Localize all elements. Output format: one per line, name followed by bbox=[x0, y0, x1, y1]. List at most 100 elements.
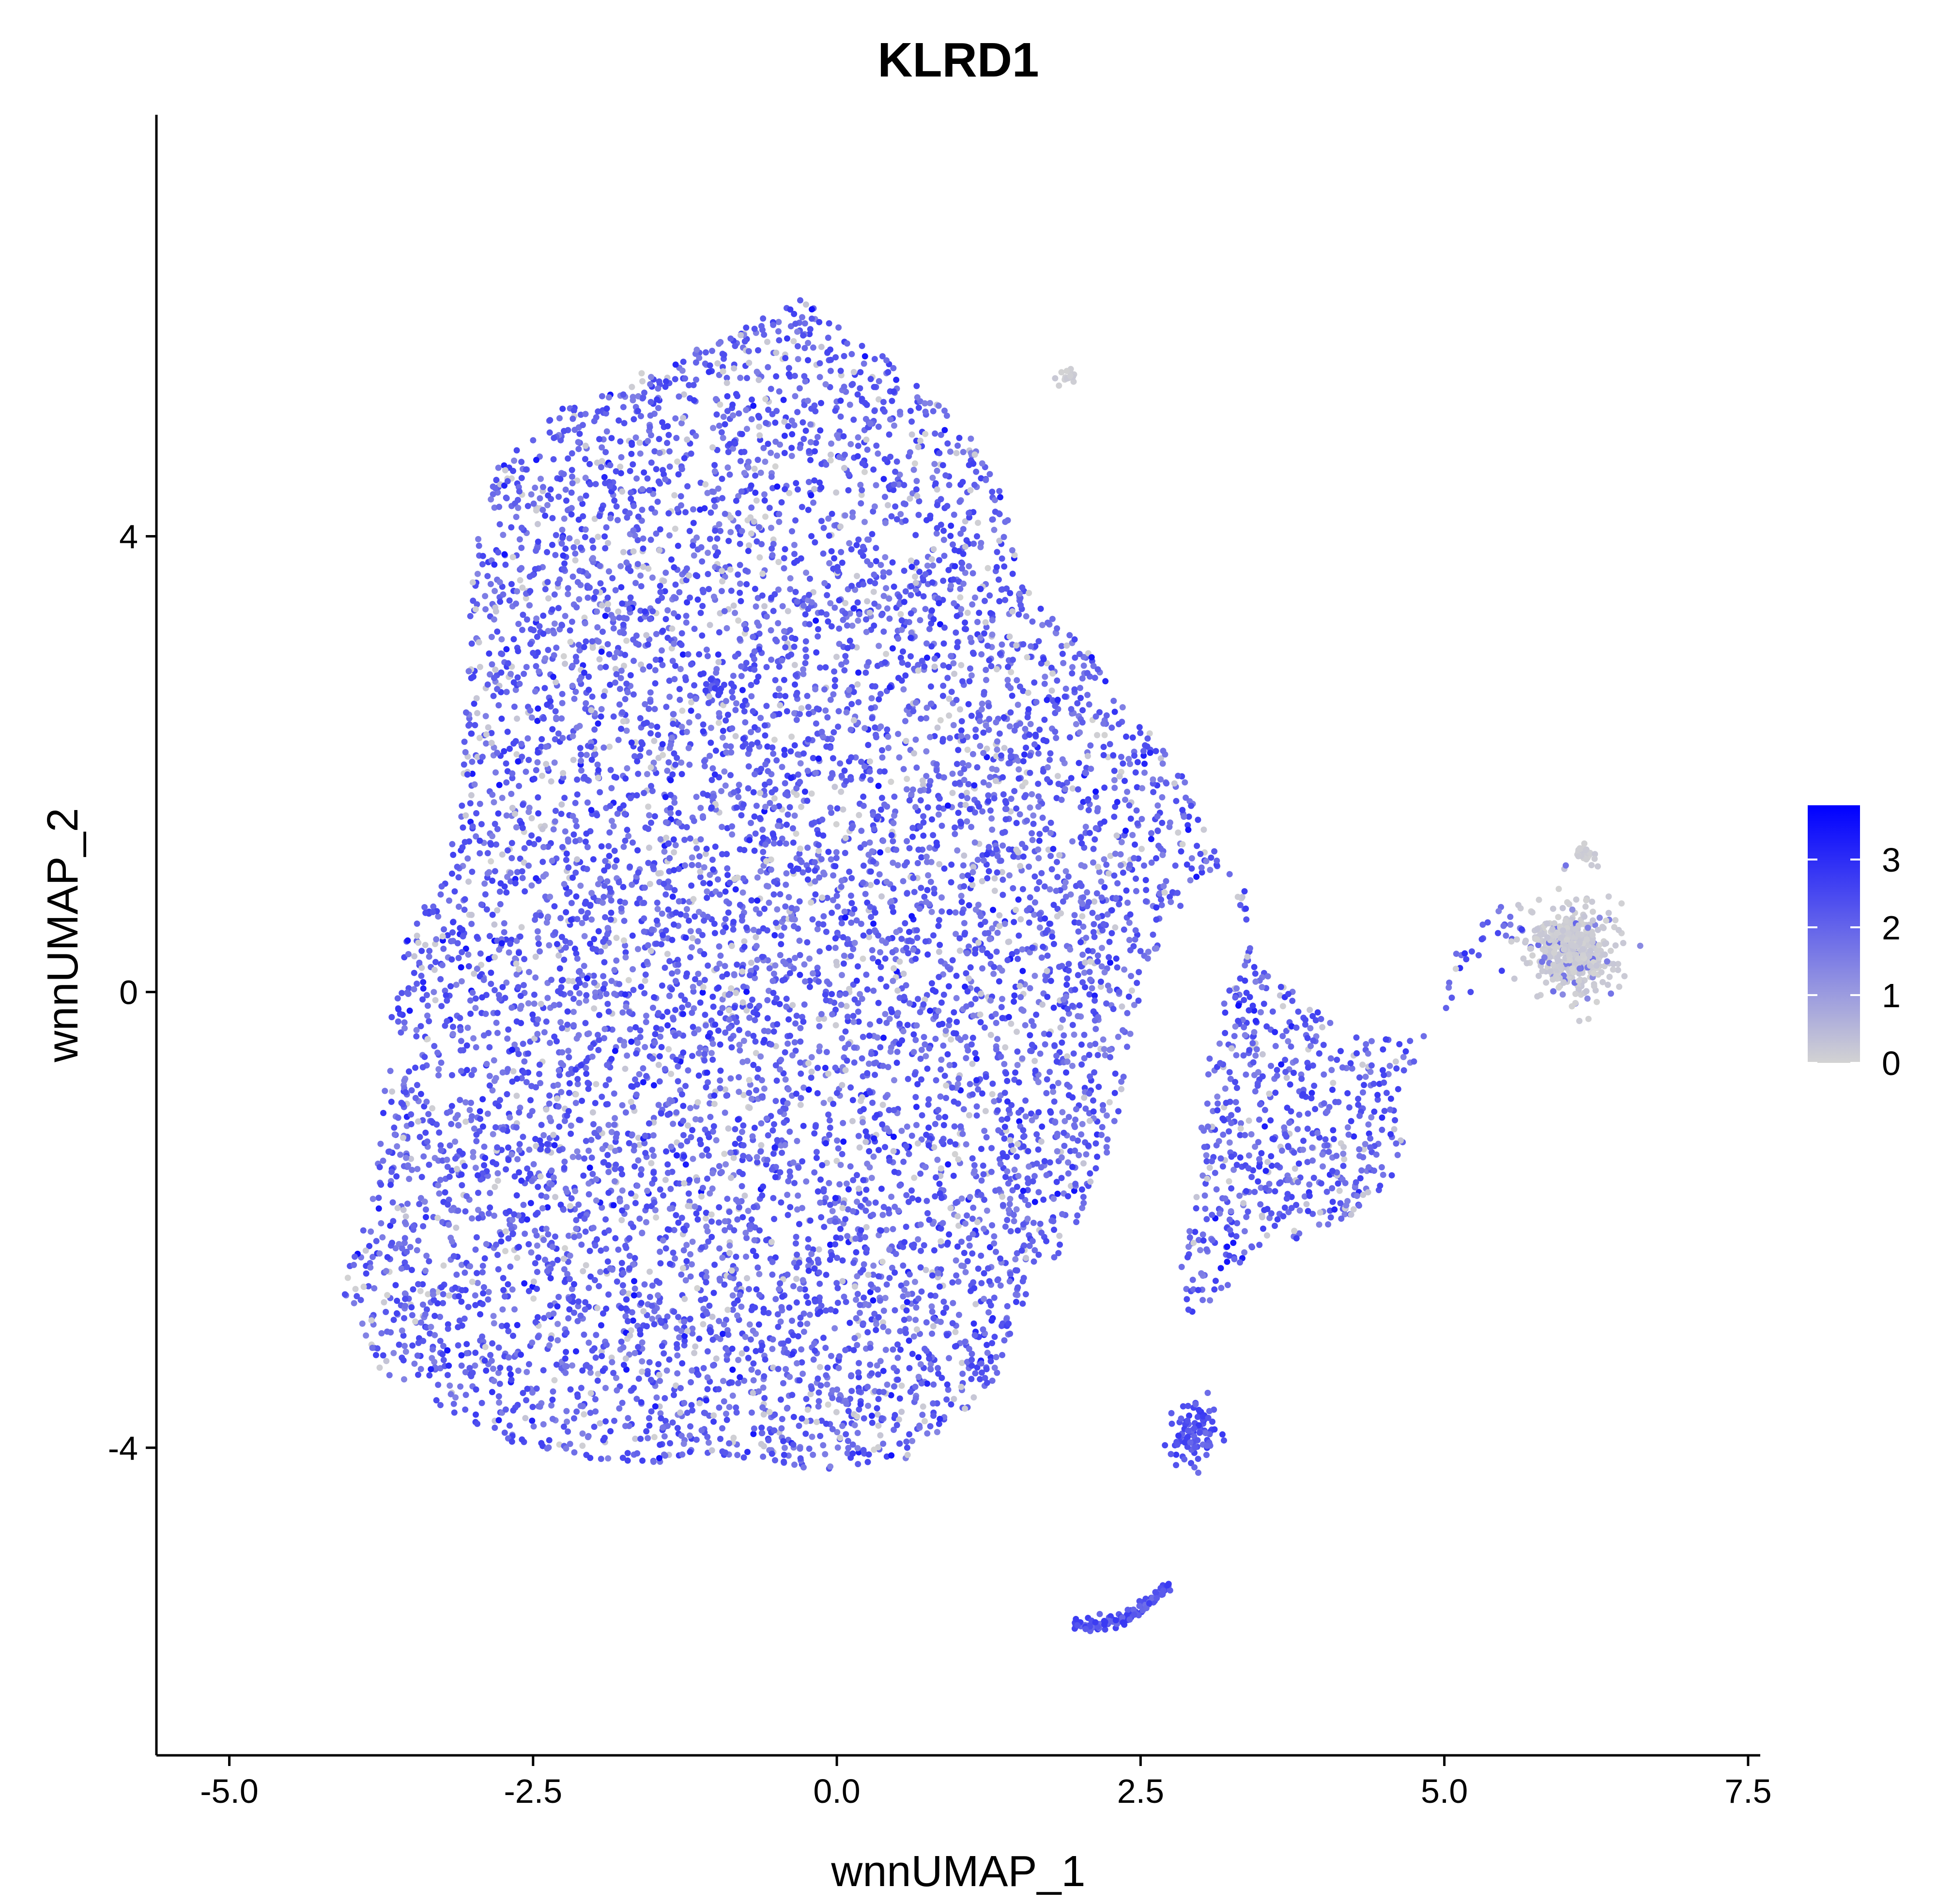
cell-point bbox=[1076, 729, 1083, 736]
cell-point bbox=[925, 872, 932, 879]
cell-point bbox=[705, 913, 711, 920]
cell-point bbox=[703, 349, 709, 356]
cell-point bbox=[909, 1438, 916, 1444]
cell-point bbox=[890, 908, 897, 915]
cell-point bbox=[1022, 1113, 1029, 1120]
cell-point bbox=[1094, 732, 1101, 738]
cell-point bbox=[1083, 1151, 1090, 1158]
cell-point bbox=[960, 449, 967, 455]
cell-point bbox=[687, 1105, 693, 1111]
cell-point bbox=[886, 595, 892, 602]
cell-point bbox=[993, 1354, 999, 1361]
cell-point bbox=[1398, 1137, 1404, 1144]
cell-point bbox=[594, 812, 600, 819]
cell-point bbox=[1065, 1193, 1071, 1199]
cell-point bbox=[538, 743, 545, 750]
cell-point bbox=[469, 579, 476, 586]
cell-point bbox=[561, 795, 568, 801]
cell-point bbox=[1127, 911, 1134, 918]
cell-point bbox=[1123, 733, 1129, 740]
cell-point bbox=[508, 1438, 515, 1445]
cell-point bbox=[1209, 1158, 1215, 1165]
cell-point bbox=[957, 706, 963, 713]
cell-point bbox=[781, 418, 788, 425]
cell-point bbox=[1120, 760, 1126, 767]
cell-point bbox=[513, 447, 520, 454]
cell-point bbox=[649, 1282, 656, 1289]
cell-point bbox=[1185, 1306, 1192, 1313]
cell-point bbox=[665, 1046, 672, 1053]
cell-point bbox=[936, 773, 942, 780]
cell-point bbox=[1196, 1237, 1202, 1244]
cell-point bbox=[574, 1318, 581, 1324]
cell-point bbox=[1004, 1077, 1011, 1084]
cell-point bbox=[929, 475, 936, 481]
cell-point bbox=[802, 660, 809, 666]
cell-point bbox=[970, 1320, 977, 1327]
cell-point bbox=[934, 467, 940, 474]
cell-point bbox=[599, 1204, 605, 1211]
cell-point bbox=[1276, 992, 1283, 999]
cell-point bbox=[558, 801, 565, 808]
cell-point bbox=[879, 353, 886, 360]
cell-point bbox=[461, 761, 467, 768]
cell-point bbox=[750, 1360, 757, 1367]
cell-point bbox=[868, 914, 875, 921]
cell-point bbox=[1178, 848, 1184, 855]
cell-point bbox=[1184, 1296, 1190, 1303]
cell-point bbox=[1111, 768, 1118, 774]
cell-point bbox=[502, 995, 508, 1001]
cell-point bbox=[624, 1450, 631, 1457]
cell-point bbox=[544, 579, 551, 585]
cell-point bbox=[919, 1112, 925, 1119]
cell-point bbox=[772, 1043, 779, 1049]
cell-point bbox=[869, 947, 876, 953]
cell-point bbox=[501, 883, 508, 890]
cell-point bbox=[705, 550, 711, 556]
cell-point bbox=[778, 941, 784, 948]
cell-point bbox=[717, 401, 723, 408]
cell-point bbox=[789, 825, 796, 832]
cell-point bbox=[671, 887, 678, 893]
cell-point bbox=[418, 948, 425, 954]
cell-point bbox=[730, 602, 737, 609]
cell-point bbox=[896, 471, 903, 478]
cell-point bbox=[498, 1238, 505, 1245]
cell-point bbox=[770, 1028, 777, 1035]
cell-point bbox=[682, 1277, 689, 1284]
cell-point bbox=[376, 1364, 383, 1371]
cell-point bbox=[1053, 795, 1060, 801]
cell-point bbox=[491, 921, 498, 928]
cell-point bbox=[950, 1300, 956, 1306]
cell-point bbox=[1016, 1118, 1023, 1125]
cell-point bbox=[573, 1348, 579, 1355]
cell-point bbox=[994, 1369, 1000, 1376]
cell-point bbox=[448, 1167, 455, 1174]
cell-point bbox=[602, 545, 609, 552]
cell-point bbox=[565, 978, 572, 984]
cell-point bbox=[885, 502, 891, 508]
cell-point bbox=[457, 1014, 463, 1021]
cell-point bbox=[722, 1218, 728, 1225]
cell-point bbox=[739, 1171, 746, 1177]
cell-point bbox=[585, 1147, 592, 1154]
cell-point bbox=[581, 1331, 587, 1338]
cell-point bbox=[565, 836, 571, 843]
cell-point bbox=[768, 656, 775, 663]
cell-point bbox=[883, 585, 890, 592]
cell-point bbox=[1386, 1062, 1393, 1069]
cell-point bbox=[967, 665, 973, 672]
cell-point bbox=[579, 1443, 586, 1449]
cell-point bbox=[680, 391, 687, 398]
cell-point bbox=[886, 615, 893, 622]
cell-point bbox=[406, 1007, 413, 1014]
cell-point bbox=[846, 401, 853, 408]
cell-point bbox=[588, 916, 595, 923]
cell-point bbox=[750, 1430, 757, 1437]
cell-point bbox=[473, 810, 480, 816]
cell-point bbox=[861, 725, 868, 732]
cell-point bbox=[704, 1146, 710, 1153]
cell-point bbox=[621, 420, 628, 427]
cell-point bbox=[574, 1075, 581, 1082]
cell-point bbox=[816, 1364, 823, 1370]
